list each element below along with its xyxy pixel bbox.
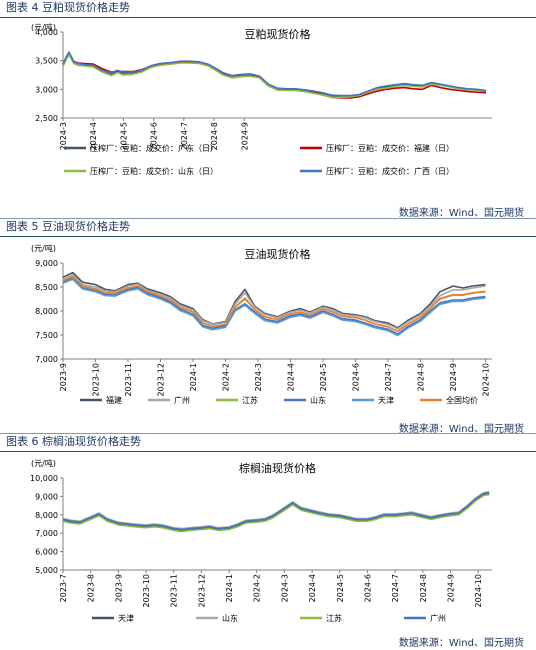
x-tick-label: 2024-4	[89, 122, 98, 150]
legend-label: 压榨厂：豆粕：成交价：山东（日）	[90, 166, 218, 176]
x-tick-label: 2023-7	[59, 574, 68, 602]
series-line	[62, 493, 490, 533]
legend-label: 天津	[378, 395, 394, 405]
legend-label: 压榨厂：豆粕：成交价：广西（日）	[326, 166, 454, 176]
divider	[0, 218, 536, 219]
x-tick-label: 2024-6	[352, 363, 361, 391]
x-tick-label: 2024-4	[308, 574, 317, 602]
section-heading: 图表 6 棕榈油现货价格走势	[0, 434, 536, 452]
y-tick-label: 9,000	[35, 259, 58, 268]
series-line	[62, 51, 487, 97]
x-tick-label: 2024-3	[280, 574, 289, 602]
section-heading: 图表 4 豆粕现货价格走势	[0, 0, 536, 18]
y-axis-unit: (元/吨)	[31, 22, 56, 32]
x-tick-label: 2024-9	[240, 122, 249, 150]
legend-label: 江苏	[242, 395, 258, 405]
legend-label: 压榨厂：豆粕：成交价：广东（日）	[90, 143, 218, 153]
x-tick-label: 2024-5	[336, 574, 345, 602]
series-line	[62, 274, 486, 330]
palm-oil-chart: 棕榈油现货价格 (元/吨) 5,000 6,000 7,000 8,000 9,000 10,…	[30, 458, 492, 623]
y-tick-label: 6,000	[35, 548, 58, 557]
x-tick-label: 2023-12	[157, 363, 166, 396]
legend-label: 山东	[222, 613, 238, 623]
y-tick-label: 7,500	[35, 331, 58, 340]
source-note: 数据来源：Wind、国元期货	[398, 638, 524, 649]
soybean-oil-chart: 豆油现货价格 (元/吨) 7,000 7,500 8,000 8,500 9,000 2023…	[31, 243, 492, 405]
x-tick-label: 2023-11	[124, 363, 133, 396]
x-tick-label: 2024-9	[449, 363, 458, 391]
y-tick-label: 8,000	[35, 307, 58, 316]
chart-title: 豆油现货价格	[245, 247, 311, 261]
legend-label: 福建	[106, 395, 122, 405]
y-tick-label: 2,500	[35, 114, 58, 123]
section-heading-text: 图表 6 棕榈油现货价格走势	[6, 435, 141, 448]
x-tick-label: 2024-9	[446, 574, 455, 602]
x-tick-label: 2024-3	[254, 363, 263, 391]
x-tick-label: 2023-10	[92, 363, 101, 396]
y-tick-label: 4,000	[35, 28, 58, 37]
x-tick-label: 2023-11	[170, 574, 179, 607]
source-note: 数据来源：Wind、国元期货	[398, 424, 524, 435]
y-tick-label: 5,000	[35, 566, 58, 575]
y-tick-label: 8,500	[35, 283, 58, 292]
legend-label: 全国均价	[446, 395, 478, 405]
series-line	[62, 53, 487, 99]
x-tick-label: 2024-10	[474, 574, 483, 607]
y-tick-label: 9,000	[35, 492, 58, 501]
legend-label: 广州	[430, 613, 446, 623]
y-axis-unit: (元/吨)	[31, 458, 56, 468]
divider	[0, 433, 536, 434]
source-note: 数据来源：Wind、国元期货	[398, 208, 524, 219]
y-tick-label: 3,000	[35, 85, 58, 94]
section-heading-text: 图表 4 豆粕现货价格走势	[6, 1, 130, 14]
x-tick-label: 2024-7	[384, 363, 393, 391]
x-tick-label: 2024-1	[225, 574, 234, 602]
x-tick-label: 2023-12	[197, 574, 206, 607]
y-tick-label: 7,000	[35, 529, 58, 538]
x-tick-label: 2024-6	[363, 574, 372, 602]
x-tick-label: 2024-6	[150, 122, 159, 150]
y-tick-label: 3,500	[35, 57, 58, 66]
x-tick-label: 2024-7	[180, 122, 189, 150]
x-tick-label: 2024-5	[119, 122, 128, 150]
x-tick-label: 2023-9	[59, 363, 68, 391]
x-tick-label: 2024-8	[417, 363, 426, 391]
x-tick-label: 2024-3	[59, 122, 68, 150]
x-tick-label: 2024-8	[210, 122, 219, 150]
x-tick-label: 2023-10	[142, 574, 151, 607]
y-tick-label: 7,000	[35, 355, 58, 364]
series-line	[62, 278, 486, 337]
x-tick-label: 2023-9	[114, 574, 123, 602]
legend-label: 山东	[310, 395, 326, 405]
y-tick-label: 10,000	[30, 474, 58, 483]
series-line	[62, 277, 486, 335]
legend-label: 广州	[174, 395, 190, 405]
x-tick-label: 2024-4	[287, 363, 296, 391]
series-line	[62, 491, 490, 530]
legend-label: 压榨厂：豆粕：成交价：福建（日）	[326, 143, 454, 153]
series-line	[62, 491, 490, 531]
chart-title: 棕榈油现货价格	[239, 461, 316, 475]
x-tick-label: 2023-8	[87, 574, 96, 602]
series-line	[62, 275, 486, 332]
x-tick-label: 2024-5	[319, 363, 328, 391]
x-tick-label: 2024-7	[391, 574, 400, 602]
y-axis-unit: (元/吨)	[31, 243, 56, 253]
chart-title: 豆粕现货价格	[245, 27, 311, 41]
section-heading: 图表 5 豆油现货价格走势	[0, 219, 536, 237]
x-tick-label: 2024-1	[189, 363, 198, 391]
soybean-meal-chart: 豆粕现货价格 (元/吨) 2,500 3,000 3,500 4,000 2024-3 202…	[31, 22, 492, 176]
legend-label: 江苏	[326, 613, 342, 623]
section-heading-text: 图表 5 豆油现货价格走势	[6, 220, 130, 233]
legend-label: 天津	[118, 613, 134, 623]
x-tick-label: 2024-10	[482, 363, 491, 396]
x-tick-label: 2024-8	[419, 574, 428, 602]
series-line	[62, 271, 486, 329]
x-tick-label: 2024-2	[222, 363, 231, 391]
x-tick-label: 2024-2	[253, 574, 262, 602]
y-tick-label: 8,000	[35, 511, 58, 520]
